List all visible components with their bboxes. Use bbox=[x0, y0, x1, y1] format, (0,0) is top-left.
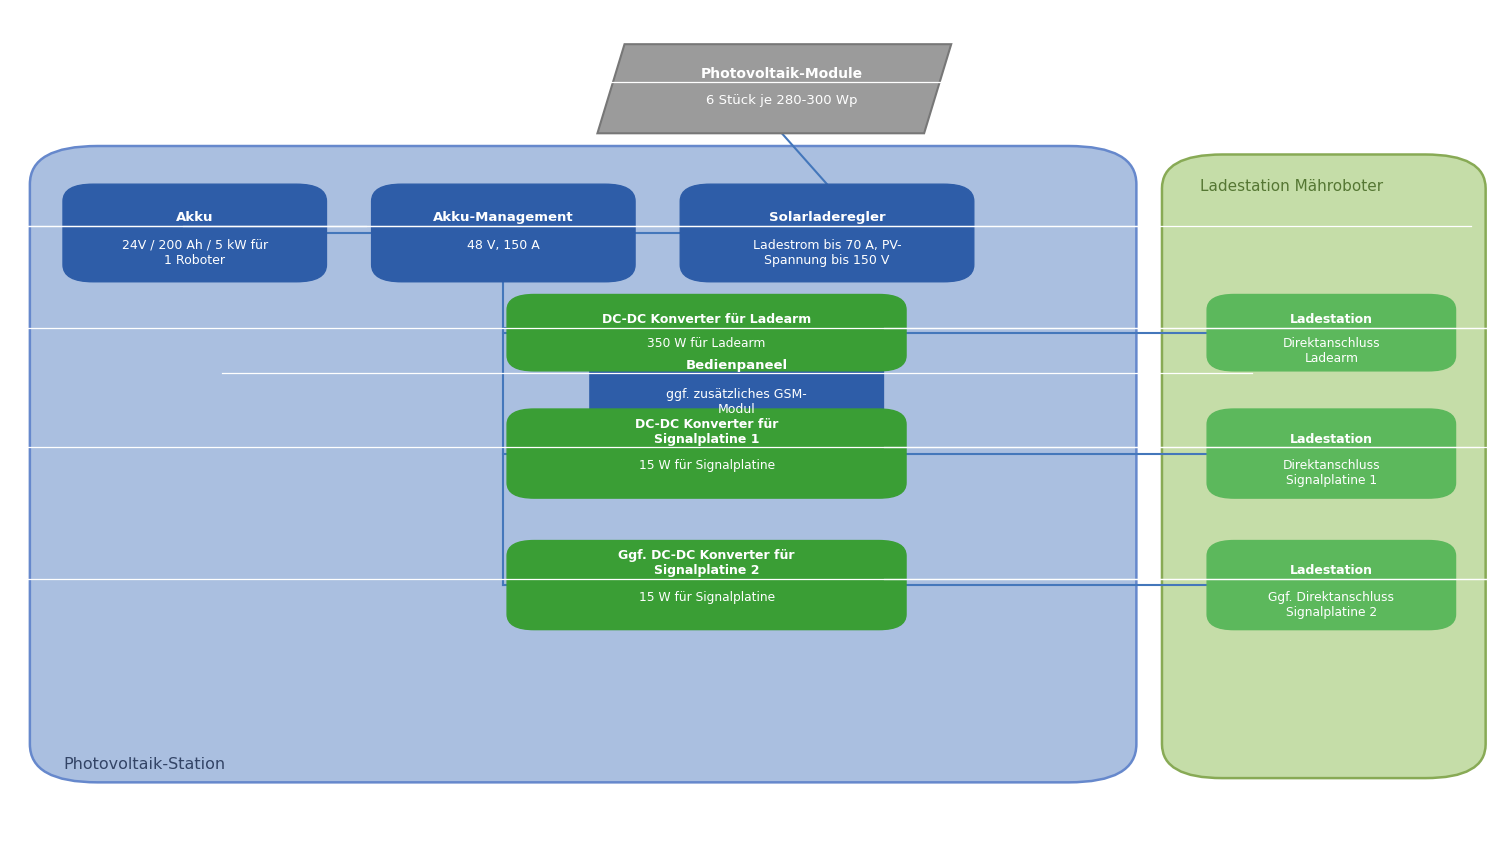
Text: Akku-Management: Akku-Management bbox=[434, 211, 574, 224]
Text: Ladestation: Ladestation bbox=[1290, 313, 1373, 326]
FancyBboxPatch shape bbox=[1162, 155, 1485, 778]
FancyBboxPatch shape bbox=[1207, 541, 1455, 630]
FancyBboxPatch shape bbox=[508, 409, 907, 498]
Polygon shape bbox=[597, 45, 952, 134]
FancyBboxPatch shape bbox=[589, 329, 884, 435]
Text: DC-DC Konverter für Ladearm: DC-DC Konverter für Ladearm bbox=[601, 313, 811, 326]
FancyBboxPatch shape bbox=[30, 147, 1136, 782]
FancyBboxPatch shape bbox=[508, 541, 907, 630]
FancyBboxPatch shape bbox=[372, 185, 635, 282]
Text: Ladestation: Ladestation bbox=[1290, 564, 1373, 577]
Text: Photovoltaik-Station: Photovoltaik-Station bbox=[63, 757, 225, 771]
FancyBboxPatch shape bbox=[508, 295, 907, 371]
Text: Ladestation Mähroboter: Ladestation Mähroboter bbox=[1200, 178, 1383, 194]
Text: 6 Stück je 280-300 Wp: 6 Stück je 280-300 Wp bbox=[706, 94, 858, 107]
Text: 48 V, 150 A: 48 V, 150 A bbox=[467, 239, 539, 252]
Text: 15 W für Signalplatine: 15 W für Signalplatine bbox=[639, 459, 775, 472]
Text: Solarladeregler: Solarladeregler bbox=[769, 211, 885, 224]
Text: DC-DC Konverter für
Signalplatine 1: DC-DC Konverter für Signalplatine 1 bbox=[635, 417, 778, 445]
Text: 24V / 200 Ah / 5 kW für
1 Roboter: 24V / 200 Ah / 5 kW für 1 Roboter bbox=[122, 239, 267, 266]
Text: Bedienpaneel: Bedienpaneel bbox=[686, 358, 787, 371]
Text: Akku: Akku bbox=[175, 211, 213, 224]
FancyBboxPatch shape bbox=[1207, 409, 1455, 498]
FancyBboxPatch shape bbox=[63, 185, 326, 282]
FancyBboxPatch shape bbox=[1207, 295, 1455, 371]
Text: Photovoltaik-Module: Photovoltaik-Module bbox=[701, 67, 863, 81]
Text: 350 W für Ladearm: 350 W für Ladearm bbox=[647, 337, 766, 350]
Text: Direktanschluss
Signalplatine 1: Direktanschluss Signalplatine 1 bbox=[1283, 459, 1380, 486]
Text: Direktanschluss
Ladearm: Direktanschluss Ladearm bbox=[1283, 337, 1380, 365]
Text: Ladestation: Ladestation bbox=[1290, 432, 1373, 445]
Text: ggf. zusätzliches GSM-
Modul: ggf. zusätzliches GSM- Modul bbox=[666, 387, 807, 415]
Text: 15 W für Signalplatine: 15 W für Signalplatine bbox=[639, 589, 775, 603]
Text: Ggf. Direktanschluss
Signalplatine 2: Ggf. Direktanschluss Signalplatine 2 bbox=[1268, 589, 1395, 618]
FancyBboxPatch shape bbox=[680, 185, 973, 282]
Text: Ladestrom bis 70 A, PV-
Spannung bis 150 V: Ladestrom bis 70 A, PV- Spannung bis 150… bbox=[752, 239, 902, 266]
Text: Ggf. DC-DC Konverter für
Signalplatine 2: Ggf. DC-DC Konverter für Signalplatine 2 bbox=[618, 548, 795, 577]
